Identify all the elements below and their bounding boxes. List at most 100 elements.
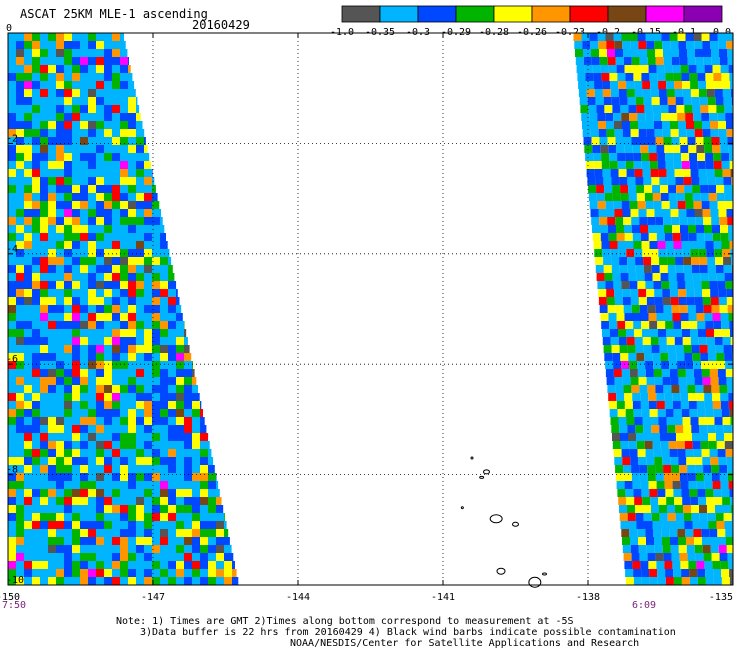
swath-cell: [670, 41, 679, 49]
swath-cell: [48, 385, 56, 393]
swath-cell: [712, 145, 721, 153]
swath-cell: [160, 473, 168, 481]
swath-cell: [64, 241, 72, 249]
swath-cell: [710, 129, 719, 137]
swath-cell: [80, 457, 88, 465]
swath-cell: [120, 473, 128, 481]
swath-cell: [730, 249, 733, 257]
swath-cell: [88, 361, 96, 369]
swath-cell: [64, 81, 72, 89]
swath-cell: [160, 417, 168, 425]
swath-cell: [32, 137, 40, 145]
swath-cell: [632, 393, 641, 401]
swath-cell: [56, 305, 64, 313]
swath-cell: [32, 553, 40, 561]
swath-cell: [8, 217, 16, 225]
swath-cell: [80, 537, 88, 545]
swath-cell: [72, 225, 80, 233]
swath-cell: [160, 321, 168, 329]
swath-cell: [16, 497, 24, 505]
swath-cell: [160, 537, 168, 545]
swath-cell: [64, 313, 72, 321]
swath-cell: [670, 545, 679, 553]
swath-cell: [683, 97, 692, 105]
swath-cell: [629, 113, 638, 121]
swath-cell: [710, 457, 719, 465]
swath-cell: [128, 201, 136, 209]
swath-cell: [48, 465, 56, 473]
swath-cell: [48, 265, 56, 273]
swath-cell: [678, 121, 686, 129]
swath-cell: [664, 225, 672, 233]
swath-cell: [681, 73, 690, 81]
swath-cell: [690, 81, 699, 89]
swath-cell: [640, 145, 649, 153]
swath-cell: [56, 329, 64, 337]
swath-cell: [104, 193, 112, 201]
swath-cell: [597, 113, 606, 121]
swath-cell: [712, 65, 721, 73]
swath-cell: [602, 81, 611, 89]
swath-cell: [649, 153, 658, 161]
swath-cell: [690, 497, 699, 505]
swath-cell: [160, 337, 168, 345]
swath-cell: [686, 41, 695, 49]
swath-cell: [633, 489, 642, 497]
swath-cell: [623, 465, 632, 473]
swath-cell: [48, 481, 56, 489]
swath-cell: [16, 537, 24, 545]
swath-cell: [80, 489, 88, 497]
swath-cell: [662, 121, 670, 129]
swath-cell: [626, 169, 635, 177]
swath-cell: [706, 89, 715, 97]
swath-cell: [168, 529, 176, 537]
colorbar-swatch: [683, 5, 723, 23]
swath-cell: [64, 89, 72, 97]
swath-cell: [112, 569, 120, 577]
swath-cell: [176, 345, 184, 353]
swath-cell: [658, 417, 667, 425]
swath-cell: [168, 577, 176, 585]
swath-cell: [72, 297, 80, 305]
swath-cell: [48, 209, 56, 217]
swath-cell: [176, 289, 178, 297]
swath-cell: [176, 329, 184, 337]
swath-cell: [631, 137, 640, 145]
swath-cell: [653, 281, 662, 289]
swath-cell: [160, 217, 163, 225]
swath-cell: [192, 561, 200, 569]
swath-cell: [128, 193, 136, 201]
swath-cell: [144, 457, 152, 465]
swath-cell: [152, 257, 160, 265]
swath-cell: [642, 89, 651, 97]
swath-cell: [650, 249, 659, 257]
swath-cell: [80, 281, 88, 289]
swath-cell: [686, 537, 694, 545]
swath-cell: [605, 33, 614, 41]
swath-cell: [24, 313, 32, 321]
swath-cell: [176, 529, 184, 537]
swath-cell: [601, 161, 610, 169]
swath-cell: [718, 457, 727, 465]
swath-cell: [8, 105, 16, 113]
swath-cell: [605, 281, 614, 289]
swath-cell: [636, 185, 645, 193]
swath-cell: [80, 361, 88, 369]
swath-cell: [692, 185, 701, 193]
swath-cell: [640, 313, 649, 321]
swath-cell: [642, 337, 651, 345]
swath-cell: [16, 249, 24, 257]
swath-cell: [672, 561, 681, 569]
swath-cell: [112, 57, 120, 65]
swath-cell: [646, 209, 655, 217]
swath-cell: [8, 113, 16, 121]
swath-cell: [718, 209, 727, 217]
swath-cell: [192, 377, 197, 385]
swath-cell: [701, 369, 710, 377]
swath-cell: [716, 521, 725, 529]
swath-cell: [32, 89, 40, 97]
swath-cell: [152, 457, 160, 465]
swath-cell: [80, 81, 88, 89]
swath-cell: [680, 233, 689, 241]
swath-cell: [679, 473, 688, 481]
